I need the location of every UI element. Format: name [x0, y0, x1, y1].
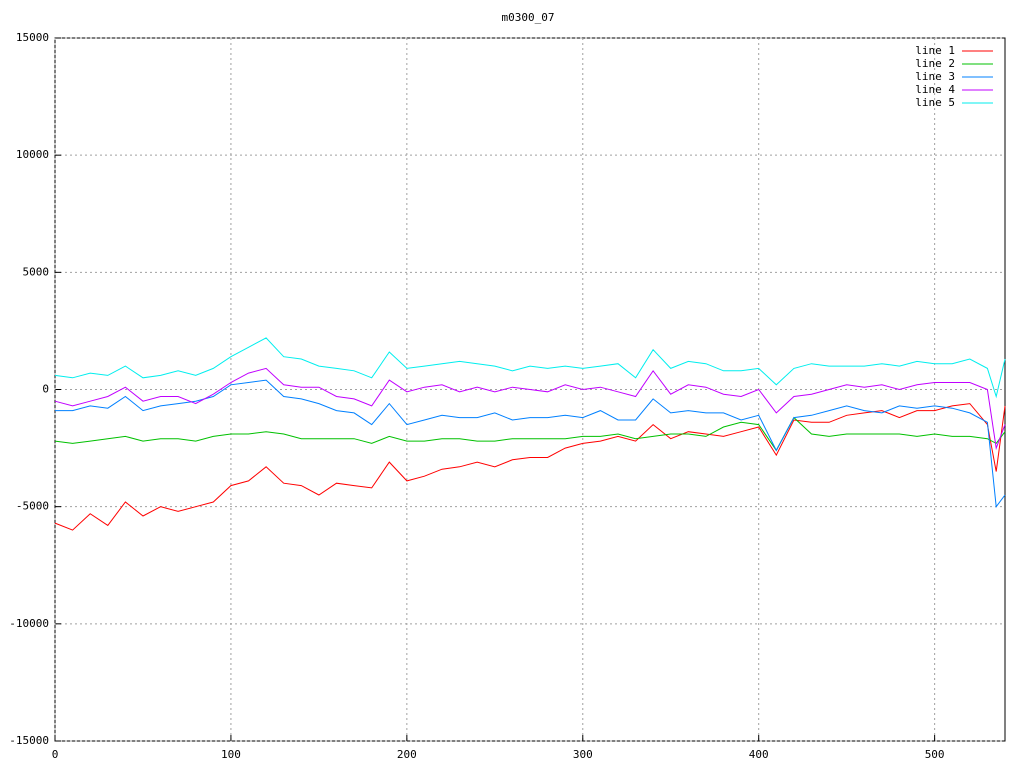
legend-label: line 5 [915, 96, 955, 109]
x-tick-label: 300 [573, 748, 593, 761]
data-line [54, 367, 1006, 451]
x-tick-label: 100 [221, 748, 241, 761]
y-tick-label: 15000 [16, 31, 49, 44]
legend-label: line 1 [915, 44, 955, 57]
legend-label: line 3 [915, 70, 955, 83]
x-tick-label: 0 [52, 748, 59, 761]
y-tick-label: -10000 [9, 617, 49, 630]
y-tick-label: 5000 [23, 265, 50, 278]
y-tick-label: -15000 [9, 734, 49, 747]
y-tick-label: 0 [42, 383, 49, 396]
data-line [54, 337, 1006, 399]
data-line [55, 379, 1006, 509]
legend-label: line 2 [915, 57, 955, 70]
x-tick-label: 500 [925, 748, 945, 761]
x-tick-label: 400 [749, 748, 769, 761]
data-line [54, 416, 1006, 452]
legend-label: line 4 [915, 83, 955, 96]
y-tick-label: 10000 [16, 148, 49, 161]
data-line [54, 403, 1006, 531]
chart-title: m0300_07 [502, 11, 555, 24]
x-tick-label: 200 [397, 748, 417, 761]
y-tick-label: -5000 [16, 500, 49, 513]
